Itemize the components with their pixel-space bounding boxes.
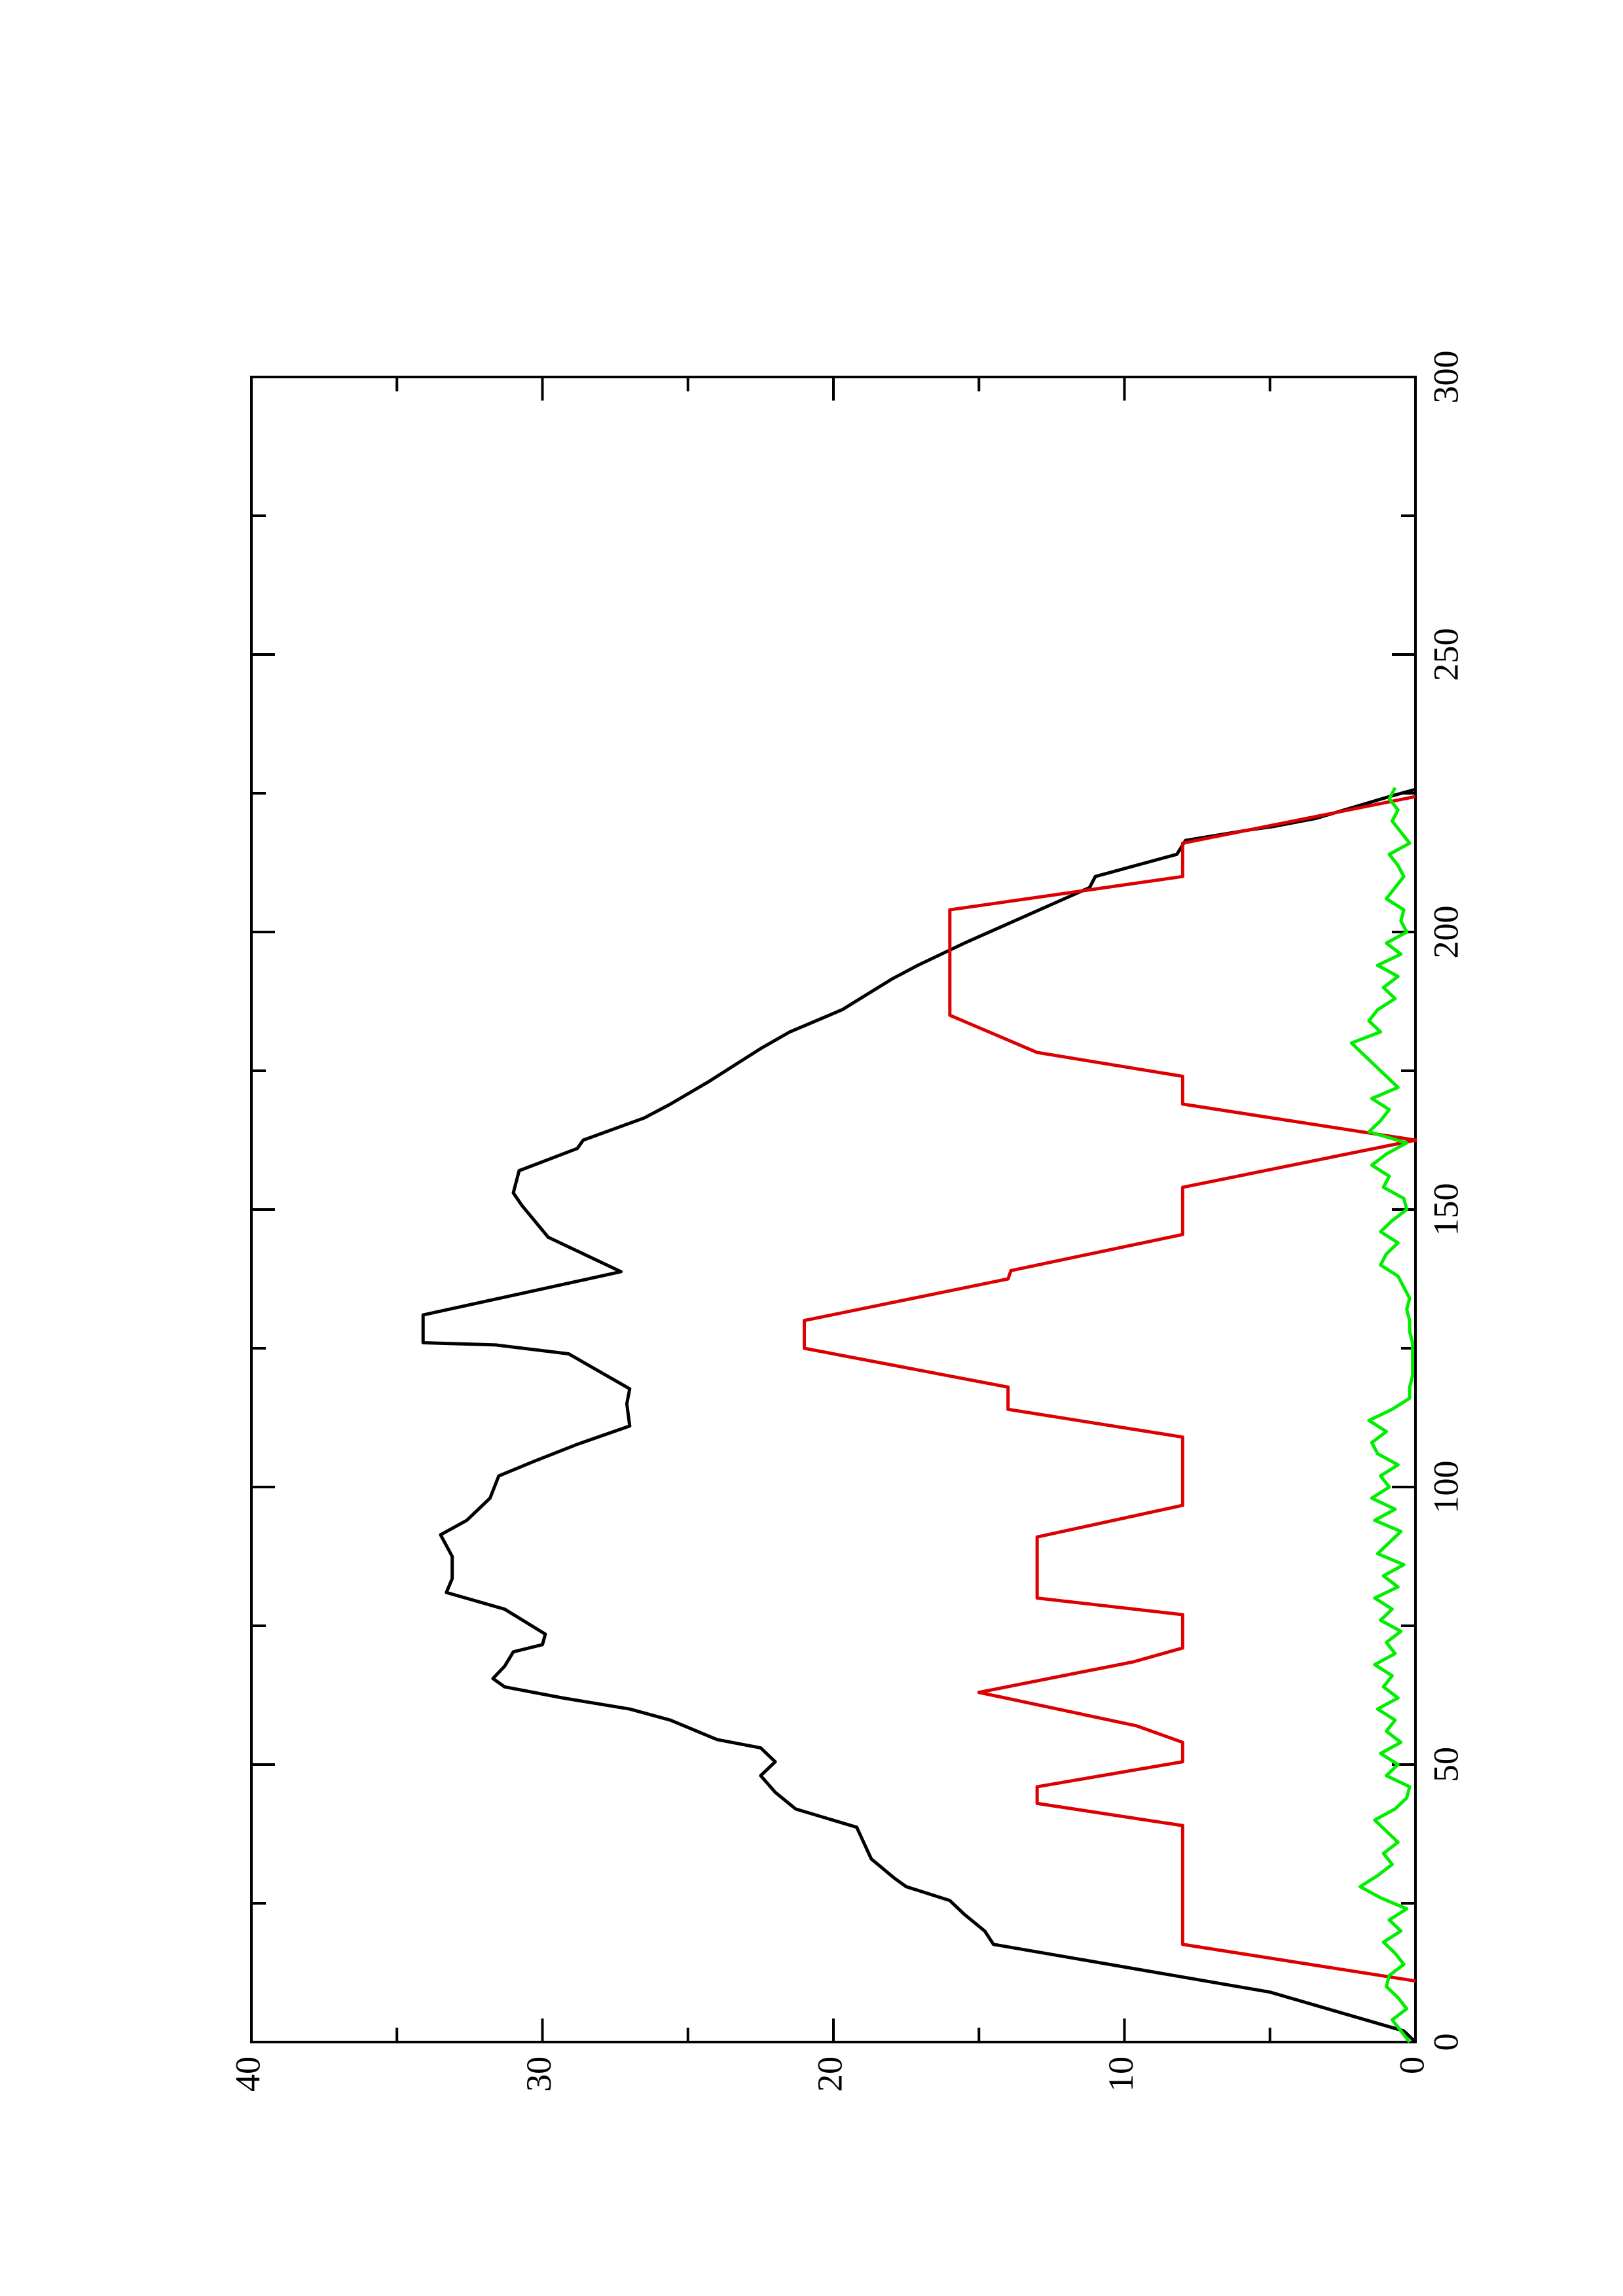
y-tick-label: 20 (810, 2056, 849, 2092)
y-tick-label: 40 (228, 2056, 267, 2092)
x-tick-label: 200 (1426, 906, 1465, 959)
x-tick-label: 100 (1426, 1461, 1465, 1514)
x-tick-label: 150 (1426, 1183, 1465, 1236)
plot-area: 0 50 100 150 200 250 300 0 10 20 30 40 (228, 351, 1465, 2092)
y-tick-label: 0 (1392, 2056, 1431, 2074)
data-line (421, 787, 1417, 2043)
x-tick-label: 300 (1426, 351, 1465, 404)
y-tick-label: 30 (519, 2056, 558, 2092)
x-tick-label: 250 (1426, 628, 1465, 681)
data-line (803, 795, 1417, 1983)
data-line (1349, 787, 1415, 2043)
x-tick-label: 0 (1426, 2034, 1465, 2051)
x-tick-label: 50 (1426, 1747, 1465, 1782)
y-tick-label: 10 (1101, 2056, 1140, 2092)
